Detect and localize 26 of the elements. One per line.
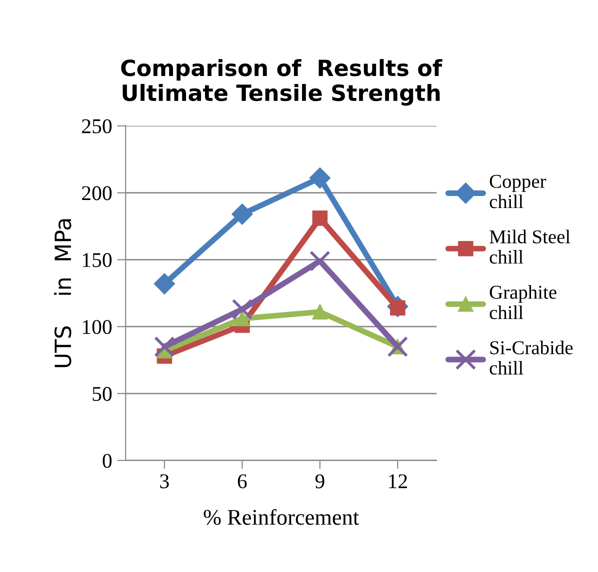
y-tick-label: 50 [92, 386, 112, 401]
x-axis-title: % Reinforcement [204, 508, 359, 525]
point [154, 273, 175, 294]
point [309, 168, 330, 189]
x-tick-label: 6 [238, 474, 247, 488]
point [312, 210, 328, 226]
x-tick-label: 12 [389, 474, 407, 488]
x-tick-label: 3 [160, 474, 169, 488]
legend-label: Mild Steel chill [490, 230, 570, 264]
y-tick-label: 0 [102, 454, 112, 468]
y-axis-title: UTS in MPa [54, 219, 72, 368]
chart-title: Comparison of Results of Ultimate Tensile Strength [121, 59, 442, 106]
point [310, 250, 330, 272]
legend-label: Copper chill [490, 174, 546, 208]
x-tick-label: 9 [315, 474, 324, 488]
point [154, 336, 175, 358]
y-tick-label: 150 [82, 253, 112, 268]
point [234, 310, 250, 326]
y-tick-label: 200 [82, 186, 112, 200]
point [232, 298, 253, 320]
y-tick-label: 100 [82, 320, 112, 334]
legend-label: Si-Crabide chill [490, 340, 573, 375]
y-tick-label: 250 [82, 119, 112, 134]
point [312, 304, 328, 320]
point [232, 204, 253, 225]
legend-label: Graphite chill [490, 285, 556, 320]
